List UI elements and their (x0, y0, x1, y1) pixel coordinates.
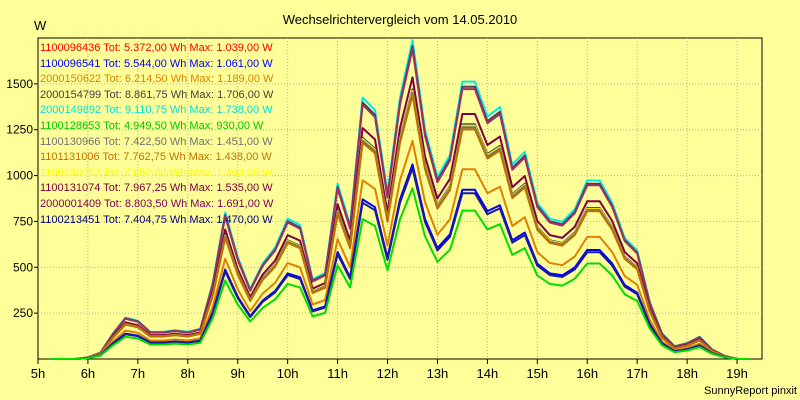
series-lines (50, 39, 750, 360)
legend-entry-1100096436: 1100096436 Tot: 5.372,00 Wh Max: 1.039,0… (40, 42, 273, 54)
x-tick-label: 11h (327, 366, 348, 381)
x-tick-label: 18h (676, 366, 698, 381)
x-tick-label: 13h (427, 366, 449, 381)
legend-entry-1100130253: 1100130253 Tot: 7.652,00 Wh Max: 1.463,0… (40, 166, 273, 179)
y-tick-label: 750 (13, 214, 33, 228)
series-line-1100128653 (50, 187, 750, 360)
x-tick-label: 9h (230, 366, 244, 381)
legend-entry-2000150622: 2000150622 Tot: 6.214,50 Wh Max: 1.189,0… (40, 73, 274, 86)
legend-entry-1100213451: 1100213451 Tot: 7.404,75 Wh Max: 1.470,0… (40, 213, 273, 226)
legend-entry-1100128653: 1100128653 Tot: 4.949,50 Wh Max: 930,00 … (40, 119, 264, 132)
legend-entry-1100131074: 1100131074 Tot: 7.967,25 Wh Max: 1.535,0… (40, 182, 273, 195)
x-tick-label: 16h (576, 366, 598, 381)
legend-entry-2000001409: 2000001409 Tot: 8.803,50 Wh Max: 1.691,0… (40, 197, 274, 210)
x-tick-label: 19h (726, 366, 748, 381)
legend-entry-1100130966: 1100130966 Tot: 7.422,50 Wh Max: 1.451,0… (40, 135, 273, 148)
x-tick-label: 10h (277, 366, 299, 381)
legend-entry-2000149892: 2000149892 Tot: 9.110,75 Wh Max: 1.738,0… (40, 104, 273, 117)
legend-entry-1100096541: 1100096541 Tot: 5.544,00 Wh Max: 1.061,0… (40, 57, 273, 70)
series-line-2000001409 (50, 47, 750, 360)
series-line-1101131006 (50, 94, 750, 360)
legend-entry-1101131006: 1101131006 Tot: 7.762,75 Wh Max: 1.438,0… (40, 151, 272, 164)
footer-credit: SunnyReport pinxit (704, 385, 797, 397)
y-tick-label: 1000 (6, 169, 33, 183)
axes: 250 500 750 1000 1250 1500 5h 6h 7h 8h 9h 10h 11h 12h… (6, 77, 748, 381)
legend-entry-2000154799: 2000154799 Tot: 8.861,75 Wh Max: 1.706,0… (40, 88, 274, 101)
series-line-2000150622 (50, 139, 750, 360)
x-tick-label: 6h (81, 366, 95, 381)
legend: 1100096436 Tot: 5.372,00 Wh Max: 1.039,0… (40, 41, 273, 228)
series-line-1100096436 (50, 167, 750, 360)
chart-title: Wechselrichtervergleich vom 14.05.2010 (283, 12, 518, 27)
y-tick-label: 1250 (6, 123, 33, 137)
y-tick-label: 500 (13, 260, 33, 274)
x-tick-label: 12h (377, 366, 399, 381)
x-tick-label: 14h (477, 366, 499, 381)
x-tick-label: 7h (131, 366, 145, 381)
y-tick-label: 250 (13, 306, 33, 320)
x-tick-label: 15h (526, 366, 548, 381)
x-tick-label: 17h (626, 366, 648, 381)
x-tick-label: 5h (31, 366, 45, 381)
y-axis-unit-label: W (34, 18, 47, 33)
x-tick-label: 8h (181, 366, 195, 381)
y-tick-label: 1500 (6, 77, 33, 91)
